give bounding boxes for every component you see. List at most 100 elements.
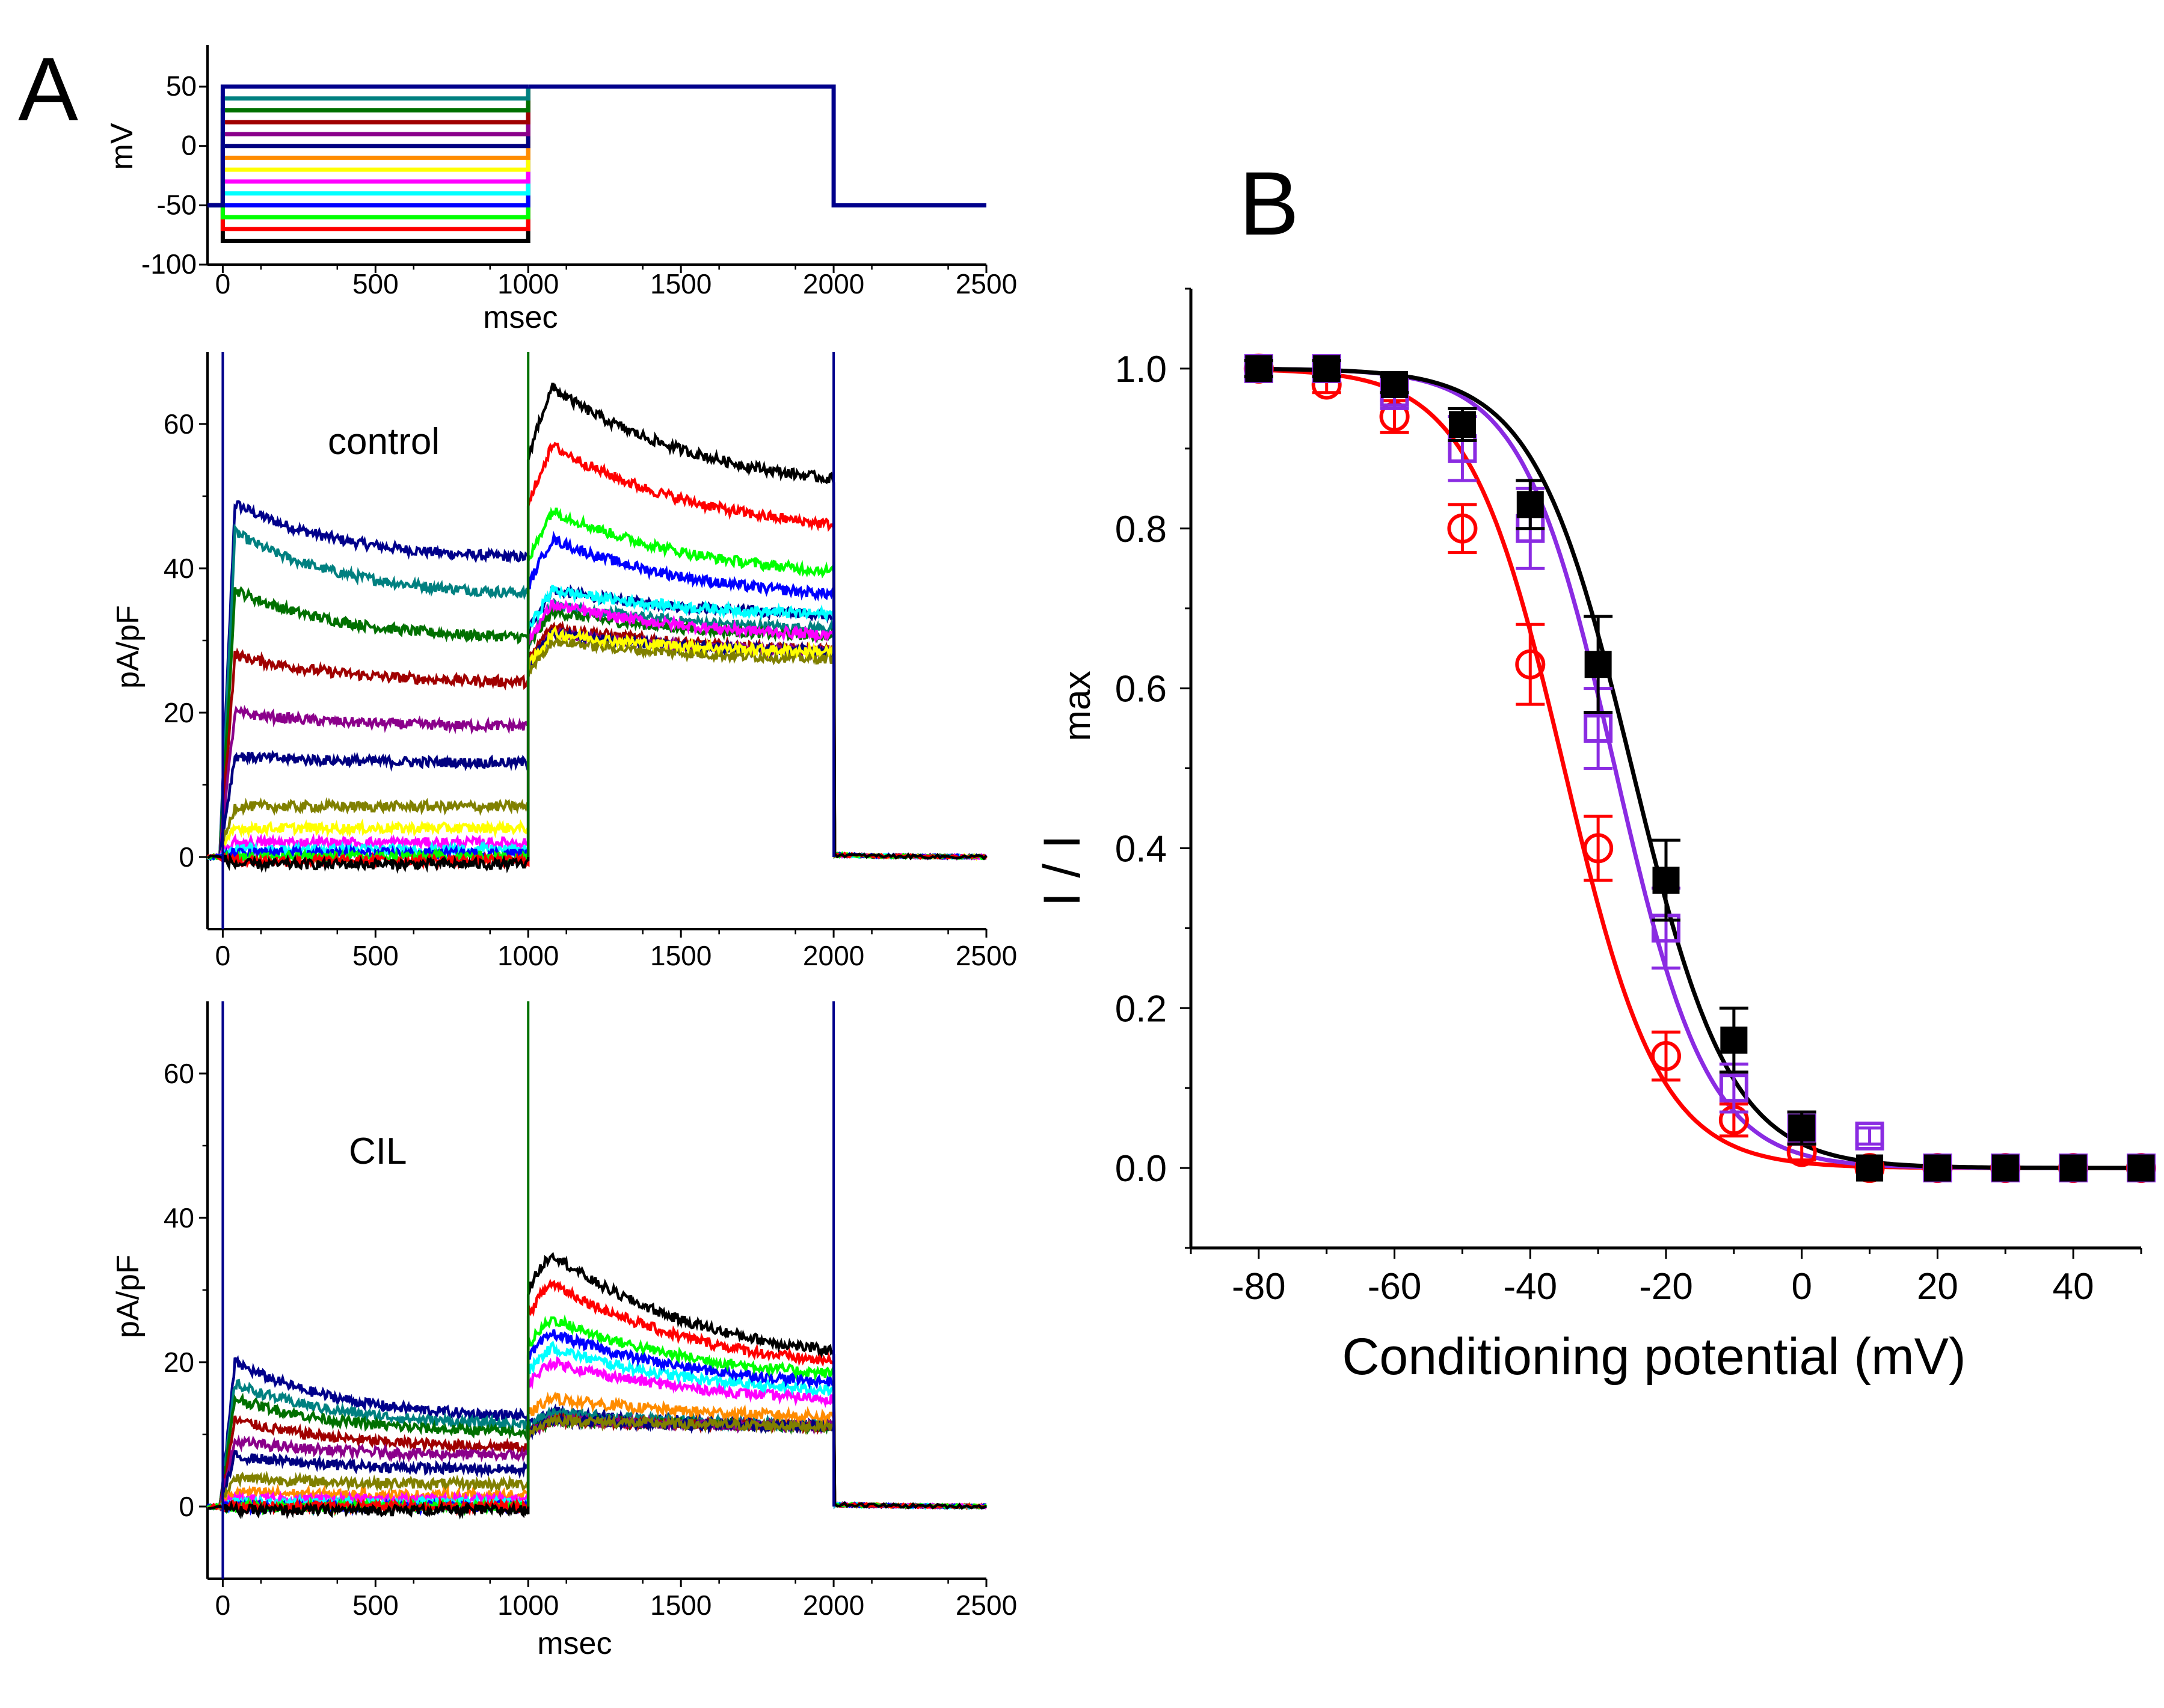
data-point (1448, 411, 1476, 438)
y-tick-label: 60 (164, 1058, 194, 1089)
x-tick-label: 2500 (956, 268, 1017, 300)
y-tick-label: -100 (141, 248, 197, 280)
x-axis-title: msec (483, 300, 558, 335)
current-trace (207, 1252, 987, 1520)
protocol-chart: 0 500 1000 1500 2000 2500 -100 -50 0 50 msec mV (105, 45, 1017, 335)
x-tick-label: 1500 (650, 940, 712, 971)
current-trace (206, 506, 988, 867)
data-point (1651, 1041, 1681, 1071)
data-point (1583, 833, 1614, 864)
data-point (1584, 714, 1613, 743)
y-tick-label: 0.2 (1115, 988, 1167, 1030)
x-tick-label: 20 (1917, 1266, 1958, 1307)
x-tick-label: -60 (1368, 1266, 1422, 1307)
control-current-chart: 0 500 1000 1500 2000 2500 0 20 40 60 pA/pF control (111, 352, 1017, 971)
fit-curve (1258, 367, 2141, 1170)
x-tick-label: 0 (1791, 1266, 1812, 1307)
x-tick-label: 1000 (497, 1590, 559, 1621)
x-axis-title: Conditioning potential (mV) (1342, 1328, 1966, 1386)
x-tick-label: 500 (352, 1590, 399, 1621)
current-trace (206, 382, 988, 874)
y-tick-label: 20 (164, 697, 194, 728)
y-tick-label: 0 (181, 130, 197, 161)
data-point (1719, 1074, 1748, 1103)
data-point (1516, 491, 1544, 518)
y-tick-label: 20 (164, 1347, 194, 1378)
y-tick-label: 0.6 (1115, 669, 1167, 710)
x-tick-label: 0 (215, 940, 231, 971)
trace-annotation: control (328, 421, 440, 462)
data-point (1381, 371, 1409, 398)
data-point (1720, 1026, 1748, 1054)
current-trace (207, 636, 988, 860)
x-tick-label: 2500 (956, 940, 1017, 971)
current-trace (206, 1356, 987, 1511)
x-tick-label: 40 (2053, 1266, 2094, 1307)
panel-a-label: A (18, 38, 78, 140)
protocol-test-line (528, 84, 986, 207)
cil-current-chart: 0 500 1000 1500 2000 2500 0 20 40 60 pA/pF msec CIL (111, 1001, 1017, 1661)
y-axis-title-subscript: max (1057, 671, 1098, 741)
y-axis-title: I / I (1033, 835, 1091, 906)
x-tick-label: 1500 (650, 1590, 712, 1621)
current-trace (207, 599, 988, 860)
data-point (1652, 867, 1680, 894)
x-tick-label: 2000 (803, 1590, 864, 1621)
y-axis-title: mV (105, 123, 140, 170)
y-tick-label: 0 (179, 841, 194, 873)
inactivation-chart: -80 -60 -40 -20 0 20 40 0.0 0.2 0.4 0.6 0.8 1.0 Condi… (1033, 287, 2156, 1386)
y-tick-label: 50 (166, 70, 197, 102)
x-tick-label: -80 (1232, 1266, 1286, 1307)
current-trace (206, 621, 987, 861)
x-tick-label: -40 (1503, 1266, 1557, 1307)
data-point (1313, 355, 1341, 382)
protocol-step-line (207, 87, 530, 207)
y-tick-label: 0 (179, 1491, 194, 1522)
x-tick-label: 0 (215, 1590, 231, 1621)
current-trace (207, 441, 988, 871)
protocol-step-line (207, 84, 529, 207)
x-tick-label: 1500 (650, 268, 712, 300)
data-point (1856, 1154, 1884, 1182)
data-point (1788, 1114, 1816, 1142)
current-trace (206, 625, 987, 861)
y-axis-title: pA/pF (111, 1255, 146, 1338)
y-tick-label: 60 (164, 408, 194, 440)
fit-curve (1258, 367, 2141, 1170)
x-tick-label: -20 (1639, 1266, 1693, 1307)
data-point (1584, 651, 1612, 678)
data-point (1245, 355, 1273, 382)
y-tick-label: 0.8 (1115, 509, 1167, 550)
panel-b-label: B (1239, 153, 1299, 254)
x-tick-label: 2000 (803, 940, 864, 971)
data-point (1923, 1154, 1951, 1182)
x-tick-label: 500 (352, 940, 399, 971)
trace-annotation: CIL (349, 1131, 407, 1172)
y-tick-label: 40 (164, 553, 194, 584)
y-tick-label: 0.0 (1115, 1148, 1167, 1190)
current-trace (207, 627, 987, 861)
data-point (1855, 1121, 1884, 1150)
data-point (1447, 513, 1478, 544)
x-tick-label: 0 (215, 268, 231, 300)
x-tick-label: 1000 (497, 268, 559, 300)
data-point (2127, 1154, 2155, 1182)
x-tick-label: 2000 (803, 268, 864, 300)
data-point (2059, 1154, 2087, 1182)
current-trace (207, 585, 987, 864)
x-tick-label: 500 (352, 268, 399, 300)
current-trace (207, 1413, 988, 1511)
current-trace (206, 627, 988, 861)
y-tick-label: 0.4 (1115, 828, 1167, 870)
fit-curve (1258, 367, 2141, 1170)
data-point (1991, 1154, 2019, 1182)
data-point (1515, 649, 1546, 680)
current-trace (207, 1278, 987, 1517)
current-trace (207, 530, 988, 864)
y-tick-label: 40 (164, 1202, 194, 1233)
y-axis-title: pA/pF (111, 605, 146, 689)
x-tick-label: 1000 (497, 940, 559, 971)
protocol-step-line (207, 87, 530, 220)
y-tick-label: 1.0 (1115, 349, 1167, 390)
